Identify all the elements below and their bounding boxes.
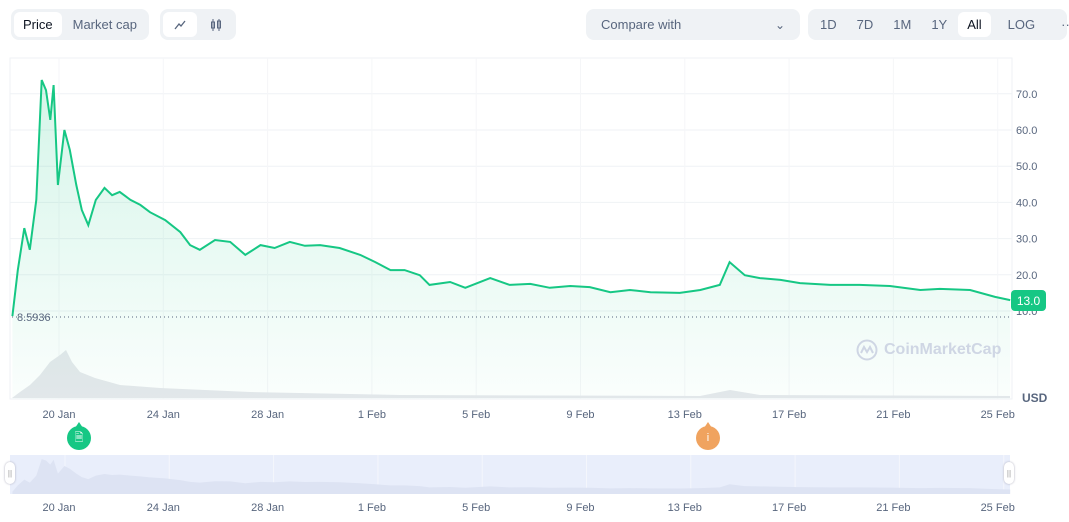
- navigator-price-area: [12, 459, 1011, 494]
- log-scale-button[interactable]: LOG: [1007, 17, 1036, 32]
- range-1d[interactable]: 1D: [820, 17, 837, 32]
- x-tick-label: 1 Feb: [358, 409, 386, 421]
- x-tick-label: 28 Jan: [251, 502, 284, 514]
- x-tick-label: 5 Feb: [462, 409, 490, 421]
- coinmarketcap-logo-icon: [856, 339, 878, 361]
- x-tick-label: 13 Feb: [668, 409, 702, 421]
- metric-toggle: Price Market cap: [11, 9, 149, 40]
- info-icon: i: [706, 432, 710, 444]
- x-tick-label: 21 Feb: [876, 502, 910, 514]
- line-chart-icon[interactable]: [163, 12, 197, 37]
- y-tick-label: 60.0: [1016, 125, 1037, 137]
- x-tick-label: 9 Feb: [566, 502, 594, 514]
- range-1m[interactable]: 1M: [893, 17, 912, 32]
- x-tick-label: 1 Feb: [358, 502, 386, 514]
- y-tick-label: 40.0: [1016, 197, 1037, 209]
- range-all[interactable]: All: [958, 12, 991, 37]
- x-tick-label: 17 Feb: [772, 502, 806, 514]
- chevron-down-icon: ⌄: [774, 17, 785, 32]
- x-tick-label: 20 Jan: [42, 502, 75, 514]
- price-line: [11, 79, 1011, 317]
- tab-market-cap[interactable]: Market cap: [72, 17, 137, 32]
- more-options-button[interactable]: ···: [1061, 17, 1069, 32]
- compare-placeholder: Compare with: [601, 17, 682, 32]
- info-event-marker[interactable]: i: [696, 422, 720, 450]
- tab-price[interactable]: Price: [14, 12, 62, 37]
- min-price-label: 8.5936: [17, 312, 51, 324]
- coinmarketcap-watermark: CoinMarketCap: [856, 339, 1001, 361]
- navigator-left-handle[interactable]: ||: [5, 462, 15, 484]
- document-icon: 🗎: [74, 431, 84, 444]
- currency-label: USD: [1022, 391, 1048, 405]
- x-tick-label: 28 Jan: [251, 409, 284, 421]
- navigator-right-handle[interactable]: ||: [1004, 462, 1014, 484]
- x-tick-label: 17 Feb: [772, 409, 806, 421]
- range-7d[interactable]: 7D: [856, 17, 874, 32]
- y-tick-label: 20.0: [1016, 270, 1037, 282]
- x-tick-label: 13 Feb: [668, 502, 702, 514]
- price-area: [12, 80, 1011, 399]
- y-tick-label: 50.0: [1016, 161, 1037, 173]
- range-1y[interactable]: 1Y: [931, 17, 948, 32]
- y-tick-label: 70.0: [1016, 89, 1037, 101]
- news-event-marker[interactable]: 🗎: [67, 422, 91, 450]
- chart-type-toggle: [160, 9, 236, 40]
- x-tick-label: 20 Jan: [42, 409, 75, 421]
- x-tick-label: 5 Feb: [462, 502, 490, 514]
- x-tick-label: 21 Feb: [876, 409, 910, 421]
- x-tick-label: 9 Feb: [566, 409, 594, 421]
- candlestick-icon[interactable]: [199, 12, 233, 37]
- range-selector: 1D 7D 1M 1Y All LOG ···: [808, 9, 1069, 40]
- x-tick-label: 24 Jan: [147, 409, 180, 421]
- x-tick-label: 25 Feb: [981, 502, 1015, 514]
- current-price-tag: 13.0: [1011, 290, 1046, 311]
- x-tick-label: 24 Jan: [147, 502, 180, 514]
- y-tick-label: 30.0: [1016, 234, 1037, 246]
- compare-with-dropdown[interactable]: Compare with ⌄: [586, 9, 800, 40]
- x-tick-label: 25 Feb: [981, 409, 1015, 421]
